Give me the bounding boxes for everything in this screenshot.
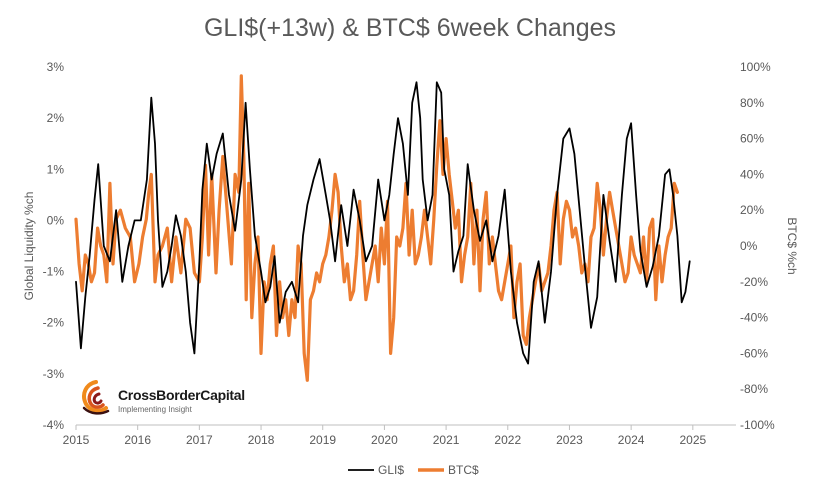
- x-tick-label: 2025: [679, 433, 706, 447]
- x-tick-label: 2016: [124, 433, 151, 447]
- chart-legend: GLI$ BTC$: [348, 463, 479, 477]
- y-tick-label: -1%: [43, 265, 65, 279]
- x-tick-label: 2021: [433, 433, 460, 447]
- y-tick-label: -4%: [43, 418, 65, 432]
- y-tick-label: -2%: [43, 316, 65, 330]
- y-axis-label: Global Liquidity %ch: [22, 192, 36, 301]
- y-tick-label: 2%: [47, 111, 65, 125]
- y2-tick-label: -20%: [740, 275, 768, 289]
- x-tick-label: 2024: [618, 433, 645, 447]
- logo-swirl-icon: [82, 380, 110, 415]
- y2-tick-label: -40%: [740, 311, 768, 325]
- y-tick-label: 3%: [47, 60, 65, 74]
- x-tick-label: 2020: [371, 433, 398, 447]
- series-line-gli: [75, 81, 691, 365]
- series-line-btc: [74, 74, 679, 382]
- logo-tagline: Implementing Insight: [118, 405, 192, 414]
- y2-tick-label: 40%: [740, 167, 764, 181]
- y-tick-label: 0%: [47, 213, 65, 227]
- y2-tick-label: 20%: [740, 203, 764, 217]
- crossborder-logo: CrossBorderCapital Implementing Insight: [78, 378, 245, 418]
- y2-tick-label: 60%: [740, 132, 764, 146]
- x-tick-label: 2022: [494, 433, 521, 447]
- chart-series: [74, 74, 691, 382]
- y2-axis-label: BTC$ %ch: [785, 217, 799, 274]
- y2-tick-label: -80%: [740, 382, 768, 396]
- y-tick-label: -3%: [43, 367, 65, 381]
- x-tick-label: 2018: [248, 433, 275, 447]
- y2-tick-label: 0%: [740, 239, 758, 253]
- y-tick-label: 1%: [47, 162, 65, 176]
- y2-tick-label: -100%: [740, 418, 775, 432]
- logo-text: CrossBorderCapital: [118, 387, 245, 403]
- x-tick-label: 2017: [186, 433, 213, 447]
- y2-tick-label: 100%: [740, 60, 771, 74]
- x-tick-label: 2019: [309, 433, 336, 447]
- chart-title: GLI$(+13w) & BTC$ 6week Changes: [203, 14, 616, 42]
- y2-tick-label: 80%: [740, 96, 764, 110]
- x-tick-label: 2023: [556, 433, 583, 447]
- legend-label: GLI$: [378, 463, 404, 477]
- legend-label: BTC$: [448, 463, 479, 477]
- chart-ticks: 2015 2016 2017 2018 2019 2020 2021 2022 2023 2024…: [43, 60, 775, 447]
- x-tick-label: 2015: [63, 433, 90, 447]
- y2-tick-label: -60%: [740, 346, 768, 360]
